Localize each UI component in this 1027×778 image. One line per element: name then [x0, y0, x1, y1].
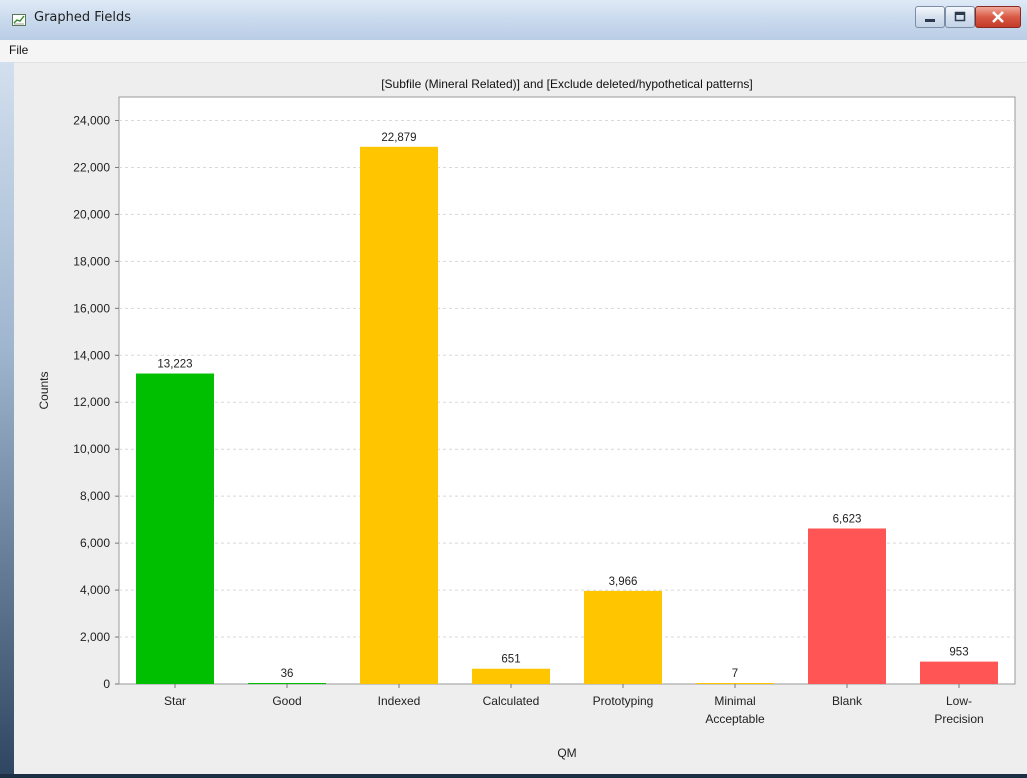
maximize-button[interactable]: [945, 6, 975, 28]
chart-panel: [Subfile (Mineral Related)] and [Exclude…: [14, 63, 1027, 774]
menu-bar: File: [0, 40, 1027, 63]
bar-value-label: 22,879: [381, 132, 416, 144]
y-tick-label: 10,000: [73, 442, 110, 456]
x-tick-label: Calculated: [483, 694, 540, 708]
bar-5: [696, 683, 774, 684]
x-tick-label: Acceptable: [705, 712, 765, 726]
window-title: Graphed Fields: [34, 10, 132, 25]
bar-2: [360, 146, 438, 684]
x-tick-label: Precision: [934, 712, 983, 726]
bar-value-label: 13,223: [157, 359, 192, 371]
menu-file[interactable]: File: [9, 43, 29, 57]
minimize-button[interactable]: [915, 6, 945, 28]
y-tick-label: 16,000: [73, 301, 110, 315]
x-tick-label: Star: [164, 694, 186, 708]
x-tick-label: Indexed: [378, 694, 421, 708]
bar-value-label: 7: [732, 668, 738, 680]
x-tick-label: Good: [272, 694, 301, 708]
chart-icon: [12, 11, 26, 26]
maximize-icon: [954, 11, 966, 22]
y-tick-label: 8,000: [80, 489, 110, 503]
x-axis-label: QM: [557, 746, 576, 760]
x-tick-label: Blank: [832, 694, 863, 708]
y-tick-label: 12,000: [73, 395, 110, 409]
close-button[interactable]: [975, 6, 1021, 28]
bar-value-label: 651: [501, 654, 520, 666]
y-tick-label: 14,000: [73, 348, 110, 362]
bar-6: [808, 528, 886, 684]
bar-chart: [Subfile (Mineral Related)] and [Exclude…: [37, 77, 1016, 760]
bar-value-label: 3,966: [609, 576, 638, 588]
minimize-icon: [925, 19, 935, 22]
bar-7: [920, 661, 998, 684]
close-icon: [992, 11, 1004, 23]
window-left-edge: [0, 62, 14, 774]
bar-value-label: 6,623: [833, 513, 862, 525]
y-tick-label: 20,000: [73, 207, 110, 221]
y-tick-label: 6,000: [80, 536, 110, 550]
chart-title: [Subfile (Mineral Related)] and [Exclude…: [381, 77, 753, 91]
y-tick-label: 2,000: [80, 630, 110, 644]
title-bar[interactable]: Graphed Fields: [0, 0, 1027, 41]
y-tick-label: 22,000: [73, 160, 110, 174]
bar-value-label: 36: [281, 668, 294, 680]
y-tick-label: 24,000: [73, 113, 110, 127]
bar-value-label: 953: [949, 647, 968, 659]
bar-0: [136, 373, 214, 684]
x-tick-label: Minimal: [714, 694, 755, 708]
y-tick-label: 4,000: [80, 583, 110, 597]
x-tick-label: Low-: [946, 694, 972, 708]
bar-4: [584, 590, 662, 684]
y-axis-label: Counts: [37, 371, 51, 409]
bar-1: [248, 683, 326, 684]
y-tick-label: 18,000: [73, 254, 110, 268]
y-tick-label: 0: [103, 677, 110, 691]
x-tick-label: Prototyping: [593, 694, 654, 708]
bar-3: [472, 668, 550, 684]
